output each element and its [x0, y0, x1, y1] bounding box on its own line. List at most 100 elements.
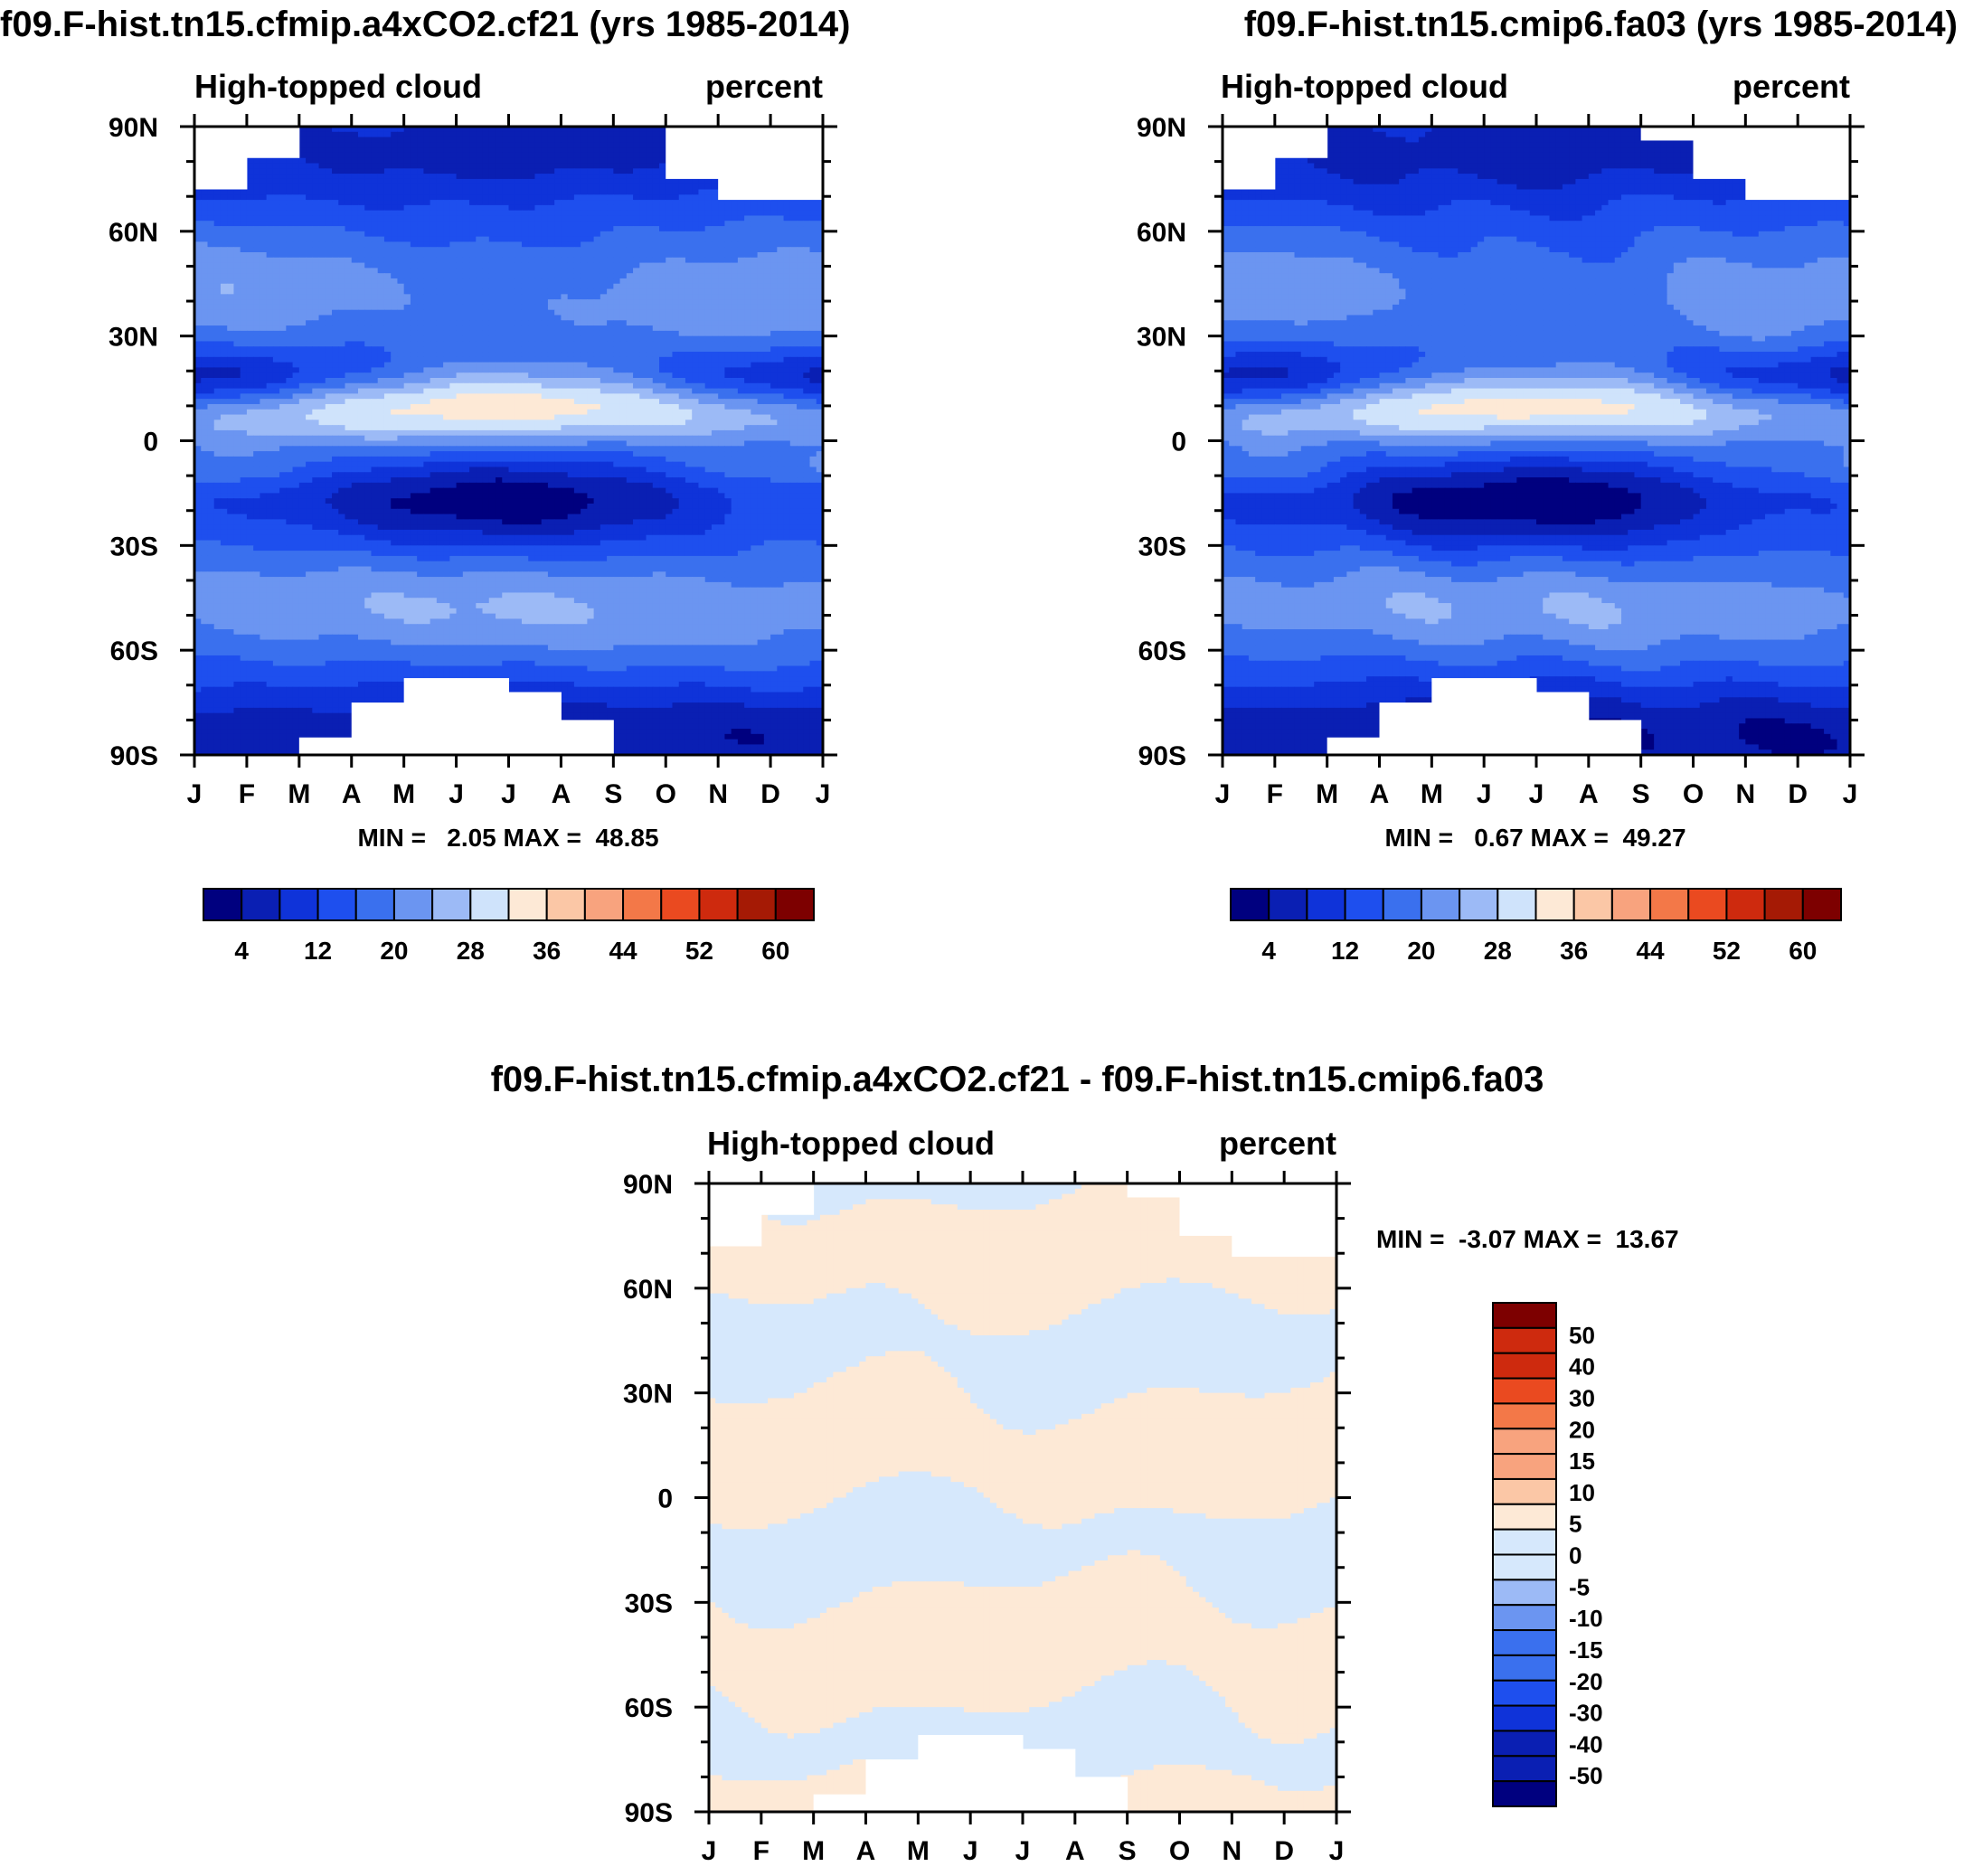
field-cell: [411, 147, 418, 153]
field-cell: [534, 164, 542, 169]
field-cell: [391, 179, 398, 184]
field-cell: [574, 153, 581, 158]
field-cell: [279, 164, 287, 169]
field-cell: [528, 147, 535, 153]
field-cell: [639, 137, 647, 143]
field-cell: [659, 137, 666, 143]
field-cell: [528, 174, 535, 179]
field-cell: [496, 179, 503, 184]
field-cell: [647, 132, 654, 137]
field-cell: [397, 158, 404, 164]
field-cell: [417, 158, 424, 164]
field-cell: [548, 137, 555, 143]
field-cell: [319, 132, 326, 137]
field-cell: [463, 164, 470, 169]
field-cell: [326, 132, 333, 137]
field-cell: [600, 179, 608, 184]
field-cell: [587, 179, 594, 184]
field-cell: [345, 142, 353, 147]
field-cell: [306, 179, 313, 184]
field-cell: [509, 179, 516, 184]
field-cell: [554, 137, 562, 143]
field-cell: [358, 132, 365, 137]
field-cell: [319, 179, 326, 184]
field-cell: [554, 142, 562, 147]
field-cell: [620, 164, 628, 169]
field-cell: [469, 158, 477, 164]
field-cell: [345, 168, 353, 174]
field-cell: [286, 168, 293, 174]
field-cell: [391, 132, 398, 137]
field-cell: [607, 153, 614, 158]
field-cell: [279, 174, 287, 179]
field-cell: [620, 174, 628, 179]
field-cell: [613, 142, 620, 147]
field-cell: [600, 158, 608, 164]
field-cell: [411, 168, 418, 174]
field-cell: [319, 174, 326, 179]
field-cell: [345, 158, 353, 164]
field-cell: [522, 164, 529, 169]
field-cell: [384, 168, 392, 174]
field-cell: [594, 174, 601, 179]
field-cell: [443, 132, 450, 137]
field-cell: [542, 137, 549, 143]
field-cell: [574, 147, 581, 153]
field-cell: [247, 164, 254, 169]
field-cell: [633, 132, 640, 137]
field-cell: [391, 164, 398, 169]
field-cell: [548, 132, 555, 137]
field-cell: [647, 153, 654, 158]
field-cell: [502, 174, 509, 179]
field-cell: [449, 137, 457, 143]
field-cell: [679, 179, 686, 184]
field-cell: [463, 168, 470, 174]
field-cell: [653, 174, 660, 179]
field-cell: [712, 179, 719, 184]
field-cell: [345, 179, 353, 184]
field-cell: [659, 168, 666, 174]
field-cell: [554, 174, 562, 179]
field-cell: [528, 153, 535, 158]
field-cell: [463, 158, 470, 164]
field-cell: [299, 184, 307, 190]
field-cell: [411, 164, 418, 169]
field-cell: [332, 179, 339, 184]
field-cell: [338, 174, 345, 179]
field-cell: [548, 158, 555, 164]
field-cell: [338, 153, 345, 158]
field-cell: [358, 137, 365, 143]
field-cell: [528, 168, 535, 174]
field-cell: [430, 168, 438, 174]
field-cell: [476, 142, 483, 147]
field-cell: [463, 174, 470, 179]
field-cell: [561, 164, 568, 169]
field-cell: [443, 158, 450, 164]
field-cell: [338, 142, 345, 147]
field-cell: [417, 132, 424, 137]
field-cell: [358, 174, 365, 179]
field-cell: [528, 179, 535, 184]
field-cell: [404, 174, 411, 179]
field-cell: [627, 132, 634, 137]
field-cell: [659, 179, 666, 184]
field-cell: [496, 174, 503, 179]
field-cell: [293, 174, 300, 179]
field-cell: [306, 174, 313, 179]
panel-a-left-string: High-topped cloud: [194, 68, 482, 105]
field-cell: [639, 132, 647, 137]
field-cell: [457, 179, 464, 184]
field-cell: [378, 174, 385, 179]
field-cell: [371, 137, 378, 143]
field-cell: [639, 168, 647, 174]
field-cell: [312, 158, 319, 164]
field-cell: [496, 137, 503, 143]
field-cell: [312, 137, 319, 143]
field-cell: [267, 184, 274, 190]
field-cell: [319, 147, 326, 153]
field-cell: [319, 137, 326, 143]
field-cell: [568, 132, 575, 137]
field-cell: [653, 137, 660, 143]
field-cell: [528, 132, 535, 137]
field-cell: [332, 132, 339, 137]
